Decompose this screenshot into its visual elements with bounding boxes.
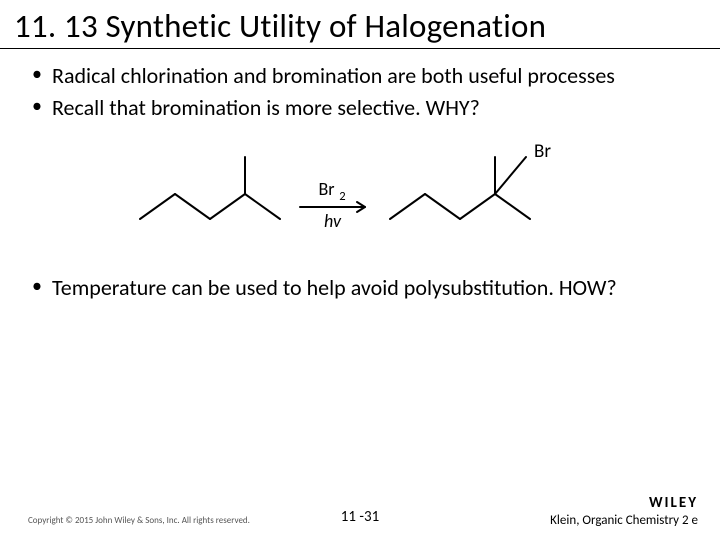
copyright-text: Copyright © 2015 John Wiley & Sons, Inc.… (28, 515, 250, 526)
page-number: 11 -31 (341, 508, 379, 526)
bullet-list-top: Radical chlorination and bromination are… (28, 63, 692, 121)
reaction-diagram: Br 2 hv Br (28, 139, 692, 249)
svg-text:Br: Br (318, 178, 334, 200)
slide: 11. 13 Synthetic Utility of Halogenation… (0, 0, 720, 540)
slide-title: 11. 13 Synthetic Utility of Halogenation (0, 0, 720, 49)
book-title: Klein, Organic Chemistry 2 e (550, 513, 698, 528)
bullet-item: Temperature can be used to help avoid po… (28, 275, 692, 301)
svg-text:2: 2 (339, 189, 345, 204)
bullet-item: Radical chlorination and bromination are… (28, 63, 692, 89)
bullet-list-bottom: Temperature can be used to help avoid po… (28, 275, 692, 301)
footer: Copyright © 2015 John Wiley & Sons, Inc.… (0, 492, 720, 530)
bullet-item: Recall that bromination is more selectiv… (28, 95, 692, 121)
svg-text:hv: hv (324, 210, 342, 232)
svg-text:Br: Br (534, 140, 551, 163)
brand-logo: WILEY (649, 494, 698, 512)
slide-body: Radical chlorination and bromination are… (0, 49, 720, 301)
reaction-svg: Br 2 hv Br (130, 139, 590, 249)
